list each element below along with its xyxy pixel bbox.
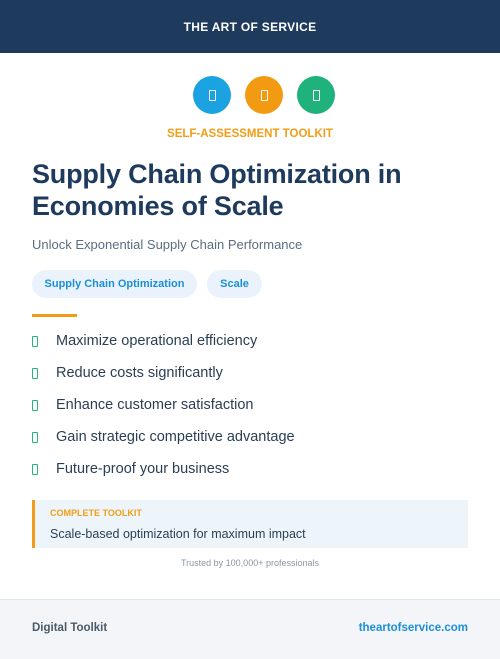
brand-name: THE ART OF SERVICE [183, 19, 317, 34]
toolkit-callout: COMPLETE TOOLKIT Scale-based optimizatio… [32, 500, 468, 548]
callout-label: COMPLETE TOOLKIT [50, 508, 142, 518]
accent-divider [32, 314, 77, 317]
callout-text: Scale-based optimization for maximum imp… [50, 527, 306, 541]
toolkit-kicker: SELF-ASSESSMENT TOOLKIT [167, 128, 333, 140]
document-icon [245, 76, 283, 114]
list-item-text: Enhance customer satisfaction [56, 397, 254, 413]
page-title: Supply Chain Optimization in Economies o… [32, 159, 402, 221]
list-item-text: Gain strategic competitive advantage [56, 429, 295, 445]
trust-statement: Trusted by 100,000+ professionals [180, 558, 319, 568]
check-icon [32, 464, 38, 475]
check-icon [32, 368, 38, 379]
list-item-text: Future-proof your business [56, 461, 230, 477]
list-item-text: Reduce costs significantly [56, 365, 223, 381]
tag-scale: Scale [207, 270, 262, 298]
check-icon [32, 400, 38, 411]
page-subtitle: Unlock Exponential Supply Chain Performa… [32, 237, 303, 252]
icon-row [0, 76, 500, 114]
tag-supply-chain-optimization: Supply Chain Optimization [32, 270, 197, 298]
list-item: Enhance customer satisfaction [32, 396, 472, 416]
check-icon [32, 432, 38, 443]
footer-bar: Digital Toolkit theartofservice.com [0, 599, 500, 659]
list-item: Maximize operational efficiency [32, 332, 472, 352]
website-link[interactable]: theartofservice.com [358, 622, 468, 634]
check-icon [32, 336, 38, 347]
list-item: Gain strategic competitive advantage [32, 428, 472, 448]
footer-label: Digital Toolkit [32, 622, 108, 634]
document-icon [193, 76, 231, 114]
header-bar: THE ART OF SERVICE [0, 0, 500, 53]
list-item: Reduce costs significantly [32, 364, 472, 384]
document-icon [297, 76, 335, 114]
list-item: Future-proof your business [32, 460, 472, 480]
list-item-text: Maximize operational efficiency [56, 333, 258, 349]
